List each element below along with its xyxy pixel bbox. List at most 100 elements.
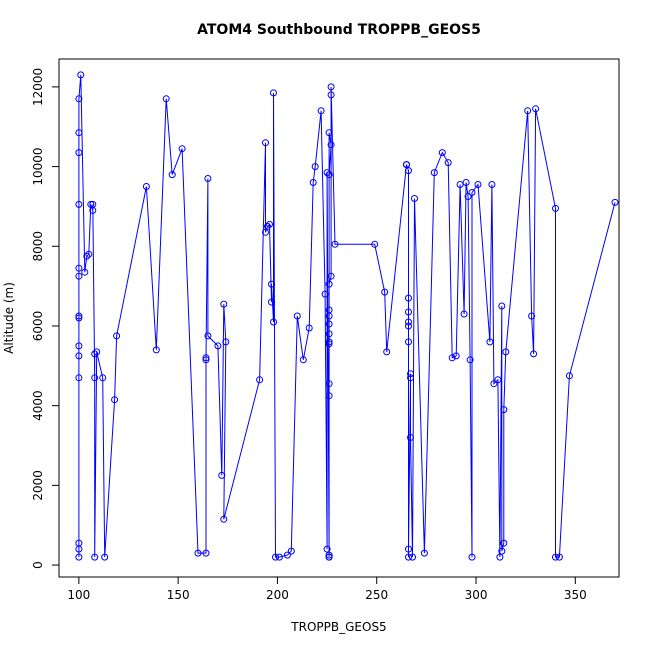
data-point <box>75 314 83 322</box>
data-point <box>325 129 333 137</box>
data-point <box>456 181 464 188</box>
data-point <box>502 348 510 356</box>
data-point <box>552 204 559 212</box>
data-point <box>204 175 212 182</box>
data-point <box>256 376 264 384</box>
data-point <box>266 220 273 228</box>
series-line <box>78 74 616 558</box>
data-point <box>500 539 508 547</box>
data-point <box>220 515 228 523</box>
data-point <box>381 288 389 296</box>
data-point <box>325 320 333 328</box>
data-point <box>75 312 83 320</box>
data-point <box>405 167 412 175</box>
data-point <box>268 280 275 288</box>
data-point <box>448 354 456 362</box>
data-point <box>474 181 482 188</box>
data-point <box>220 300 228 308</box>
data-point <box>327 83 335 91</box>
data-point <box>142 183 150 190</box>
y-axis: 0 2000 4000 6000 8000 10000 12000 <box>31 68 59 569</box>
data-point <box>407 374 414 382</box>
data-point <box>325 380 333 388</box>
data-point <box>309 179 317 186</box>
x-tick-label: 200 <box>266 588 289 602</box>
data-point <box>452 352 460 360</box>
data-point <box>405 338 412 346</box>
x-tick-label: 250 <box>365 588 388 602</box>
data-point <box>498 302 506 310</box>
data-point <box>275 553 283 561</box>
data-point <box>202 354 210 362</box>
data-point <box>405 308 412 316</box>
data-point <box>264 222 271 230</box>
data-point <box>178 145 186 153</box>
x-tick-label: 150 <box>167 588 190 602</box>
data-point <box>91 374 99 382</box>
data-point <box>490 380 498 388</box>
data-point <box>325 553 333 561</box>
data-point <box>168 171 176 179</box>
data-point <box>75 264 83 272</box>
x-axis: 100 150 200 250 300 350 <box>67 577 587 602</box>
data-point <box>466 356 474 364</box>
data-point <box>468 189 476 196</box>
x-axis-title: TROPPB_GEOS5 <box>290 620 386 634</box>
data-point <box>325 392 333 400</box>
data-point <box>325 171 333 179</box>
data-point <box>91 553 99 561</box>
y-axis-title: Altitude (m) <box>2 282 16 354</box>
data-point <box>405 322 412 330</box>
data-point <box>75 342 83 350</box>
y-tick-label: 8000 <box>31 231 45 262</box>
data-point <box>331 240 339 248</box>
data-point <box>270 318 277 326</box>
data-point <box>81 268 89 276</box>
data-point <box>486 338 494 346</box>
data-point <box>405 553 412 561</box>
data-point <box>460 310 468 318</box>
data-point <box>194 549 202 557</box>
data-point <box>403 161 410 169</box>
data-point <box>152 346 160 354</box>
data-point <box>409 553 416 561</box>
plot-area <box>75 71 619 561</box>
data-point <box>77 71 85 79</box>
data-point <box>383 348 391 356</box>
data-point <box>488 181 496 188</box>
data-point <box>83 252 91 260</box>
x-tick-label: 300 <box>465 588 488 602</box>
data-point <box>305 324 313 332</box>
data-point <box>268 298 275 306</box>
data-point <box>299 356 307 364</box>
data-point <box>411 195 418 202</box>
data-point <box>468 553 476 561</box>
data-point <box>87 200 95 208</box>
data-point <box>407 370 414 378</box>
data-point <box>323 545 331 553</box>
data-point <box>462 179 470 186</box>
data-point <box>407 434 414 441</box>
data-point <box>532 105 540 113</box>
x-tick-label: 100 <box>67 588 90 602</box>
data-point <box>99 374 107 382</box>
data-point <box>438 149 446 157</box>
y-tick-label: 4000 <box>31 390 45 421</box>
data-point <box>528 312 536 320</box>
data-point <box>420 549 428 557</box>
data-point <box>552 553 559 561</box>
data-point <box>611 198 619 206</box>
data-point <box>405 294 412 302</box>
data-point <box>91 350 99 358</box>
data-point <box>85 250 93 258</box>
data-point <box>321 290 329 298</box>
data-point <box>325 551 333 559</box>
data-point <box>214 342 222 350</box>
data-point <box>111 396 119 404</box>
y-tick-label: 2000 <box>31 470 45 501</box>
data-point <box>75 200 83 208</box>
x-tick-label: 350 <box>564 588 587 602</box>
data-point <box>430 169 438 177</box>
data-point <box>323 169 331 177</box>
